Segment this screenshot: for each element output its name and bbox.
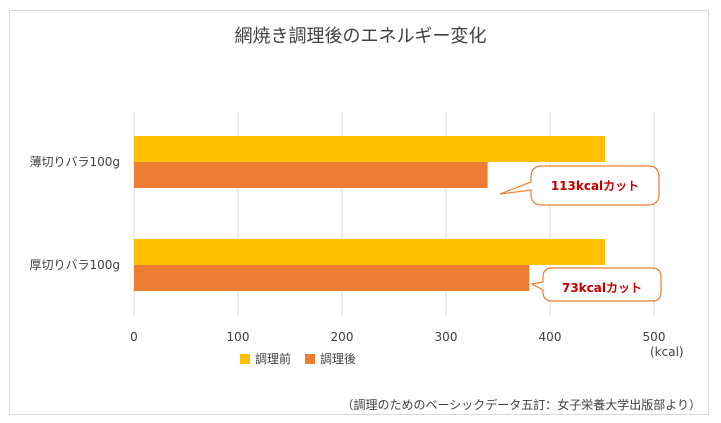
legend-item-after: 調理後 (305, 350, 356, 367)
x-tick-label-500: 500 (643, 330, 666, 344)
legend: 調理前 調理後 (240, 350, 356, 367)
category-label-1: 厚切りバラ100g (29, 258, 120, 272)
legend-label-before: 調理前 (255, 352, 292, 366)
bar-before-1 (134, 239, 606, 265)
callout-label-1: 113kcalカット (550, 179, 640, 193)
chart-frame (9, 10, 709, 415)
callout-box-2 (530, 267, 662, 302)
legend-item-before: 調理前 (240, 350, 291, 367)
bar-after-1 (134, 265, 530, 291)
x-tick-label-300: 300 (435, 330, 458, 344)
legend-swatch-after (305, 353, 316, 364)
callout-label-2: 73kcalカット (561, 281, 642, 295)
category-label-0: 薄切りバラ100g (29, 154, 120, 169)
x-tick-label-400: 400 (539, 330, 562, 344)
chart-title: 網焼き調理後のエネルギー変化 (234, 26, 487, 47)
x-tick-label-100: 100 (227, 330, 250, 344)
x-tick-label-0: 0 (130, 330, 138, 344)
legend-label-after: 調理後 (320, 352, 357, 366)
callout-box-1 (499, 165, 660, 206)
x-axis-unit: (kcal) (650, 345, 684, 359)
bar-after-0 (134, 162, 488, 188)
source-note: （調理のためのベーシックデータ五訂：女子栄養大学出版部より） (341, 398, 701, 412)
bar-before-0 (134, 136, 606, 162)
legend-swatch-before (240, 353, 250, 364)
x-tick-label-200: 200 (331, 330, 354, 344)
